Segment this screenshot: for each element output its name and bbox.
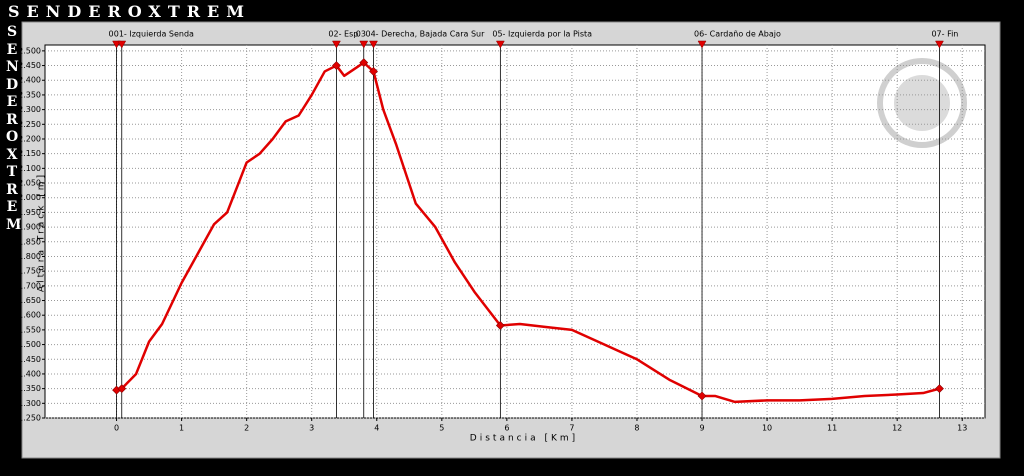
x-tick-label: 2 [244,424,249,433]
x-tick-label: 10 [762,424,772,433]
y-tick-label: 2.500 [18,46,41,55]
y-tick-label: 1.500 [18,340,41,349]
y-tick-label: 2.150 [18,149,41,158]
waypoint-label: 03 [356,30,366,39]
y-tick-label: 1.800 [18,252,41,261]
waypoint-flag [332,40,341,49]
waypoint-flag [359,40,369,49]
waypoint-point [369,67,378,76]
waypoint-label: 0 [109,30,114,39]
waypoint-point [495,321,505,330]
x-tick-label: 3 [309,424,314,433]
waypoint-label: 04- Derecha, Bajada Cara Sur [366,30,486,39]
x-tick-label: 12 [892,424,902,433]
y-tick-label: 2.350 [18,90,41,99]
x-tick-label: 9 [699,424,704,433]
y-tick-label: 2.050 [18,179,41,188]
y-tick-label: 2.250 [18,120,41,129]
waypoint-point [117,384,127,394]
y-tick-label: 1.400 [18,369,41,378]
y-tick-label: 1.550 [18,325,41,334]
y-tick-label: 2.300 [18,105,41,114]
y-tick-label: 1.750 [18,267,41,276]
waypoint-flag [369,40,378,49]
x-tick-label: 0 [114,424,119,433]
x-tick-label: 6 [504,424,509,433]
y-tick-label: 1.950 [18,208,41,217]
x-tick-label: 1 [179,424,184,433]
x-tick-label: 13 [957,424,967,433]
y-tick-label: 1.350 [18,384,41,393]
y-tick-label: 1.300 [18,399,41,408]
x-axis-label: Distancia [Km] [470,434,578,444]
y-tick-label: 2.200 [18,134,41,143]
y-tick-label: 2.450 [18,61,41,70]
waypoint-label: 06- Cardaño de Abajo [694,30,781,39]
brand-vertical: SENDEROXTREM [6,24,22,233]
y-tick-label: 1.900 [18,223,41,232]
y-tick-label: 1.600 [18,311,41,320]
waypoint-point [697,391,707,401]
x-tick-label: 8 [634,424,639,433]
x-tick-label: 4 [374,424,379,433]
y-tick-label: 2.400 [18,76,41,85]
y-tick-label: 1.700 [18,281,41,290]
x-tick-label: 7 [569,424,574,433]
waypoint-flag [935,40,944,49]
waypoint-point [359,58,369,68]
waypoint-point [332,61,341,70]
watermark [877,58,967,148]
y-tick-label: 1.450 [18,355,41,364]
y-tick-label: 1.650 [18,296,41,305]
waypoint-flag [697,40,707,49]
y-tick-label: 1.250 [18,414,41,423]
waypoint-flag [495,40,505,49]
waypoint-label: 05- Izquierda por la Pista [492,30,592,39]
waypoint-flag [117,40,127,49]
waypoint-label: 02- Esp [328,30,358,39]
brand-title: SENDEROXTREM [8,2,251,21]
y-tick-label: 1.850 [18,237,41,246]
plot-area [44,44,986,419]
waypoint-label: 01- Izquierda Senda [114,30,194,39]
waypoint-point [935,384,944,394]
y-tick-label: 2.000 [18,193,41,202]
waypoint-label: 07- Fin [931,30,958,39]
x-tick-label: 5 [439,424,444,433]
elevation-line [116,61,940,404]
y-tick-label: 2.100 [18,164,41,173]
y-axis-label: Altura Track [m] [37,172,47,292]
x-tick-label: 11 [827,424,837,433]
